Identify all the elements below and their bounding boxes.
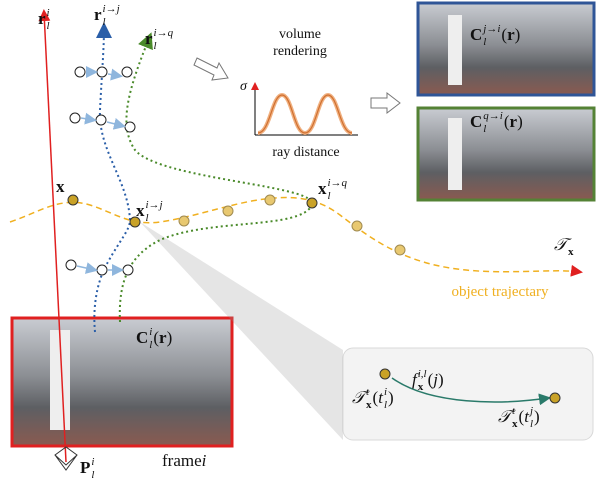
frame-image: [10, 316, 234, 448]
math-label: l: [328, 190, 331, 202]
math-label: t: [366, 386, 370, 398]
math-label: j→i: [481, 23, 500, 35]
math-label: frame: [162, 451, 202, 470]
point: [549, 392, 561, 404]
math-label: (: [428, 370, 434, 389]
trajectory-points: [67, 194, 318, 228]
camera: [54, 446, 78, 471]
axis-label: σ: [240, 79, 248, 94]
density-curve: [257, 92, 353, 136]
math-label: i→j: [103, 3, 120, 15]
math-label: l: [149, 339, 152, 351]
inset-box: [342, 347, 594, 441]
math-label: r: [145, 29, 153, 48]
math-label: (: [519, 407, 525, 426]
math-label: l: [47, 20, 50, 32]
warp-arrows: [76, 66, 126, 276]
math-label: (: [373, 388, 379, 407]
math-label: l: [91, 469, 94, 481]
math-label: q→i: [483, 110, 503, 122]
math-label: l: [530, 418, 533, 430]
flow-arrow: [193, 57, 229, 81]
axis-label: ray distance: [272, 145, 339, 160]
math-label: x: [318, 179, 327, 198]
rendered-image-j: [416, 1, 596, 97]
trajectory-label: object trajectary: [451, 284, 549, 300]
math-label: i→q: [154, 27, 174, 39]
math-label: x: [418, 381, 424, 393]
math-label: r: [507, 25, 515, 44]
math-label: (: [153, 328, 159, 347]
rendered-image-q: [416, 106, 596, 202]
zoom-wedge: [140, 222, 343, 440]
math-label: ): [515, 25, 521, 44]
math-label: i→j: [146, 199, 163, 211]
math-label: l: [103, 16, 106, 28]
density-curve: [257, 94, 353, 134]
math-label: j: [528, 405, 533, 417]
math-label: x: [366, 399, 372, 411]
trajectory: [9, 196, 583, 277]
flow-arrow: [370, 91, 401, 115]
trajectory-points-faded: [178, 194, 406, 256]
math-label: (: [501, 25, 507, 44]
math-label: (: [504, 112, 510, 131]
math-label: i→q: [328, 177, 348, 189]
math-label: x: [56, 177, 65, 196]
math-label: t: [378, 388, 384, 407]
math-label: l: [154, 40, 157, 52]
math-label: l: [483, 36, 486, 48]
math-label: l: [483, 123, 486, 135]
math-label: i: [47, 7, 50, 19]
math-label: P: [80, 458, 90, 477]
math-label: x: [568, 246, 574, 258]
math-label: x: [512, 418, 518, 430]
math-label: l: [384, 399, 387, 411]
math-label: j: [431, 370, 438, 389]
math-label: C: [136, 328, 148, 347]
math-label: r: [38, 9, 46, 28]
math-label: f: [412, 370, 419, 389]
math-label: ): [167, 328, 173, 347]
person: [448, 15, 462, 85]
rendering-label: rendering: [273, 44, 327, 59]
samples: [65, 66, 136, 276]
ray-red: [38, 9, 67, 463]
person: [448, 118, 462, 190]
math-label: i: [202, 451, 207, 470]
math-label: C: [470, 25, 482, 44]
point: [379, 368, 391, 380]
math-label: i: [149, 326, 152, 338]
math-label: i,l: [418, 368, 427, 380]
math-label: i: [91, 456, 94, 468]
math-label: ): [388, 388, 394, 407]
person: [50, 330, 70, 430]
math-label: i: [384, 386, 387, 398]
math-label: r: [94, 5, 102, 24]
math-label: C: [470, 112, 482, 131]
math-label: l: [146, 212, 149, 224]
math-label: ): [517, 112, 523, 131]
math-label: x: [136, 201, 145, 220]
math-label: ): [438, 370, 444, 389]
math-label: t: [512, 405, 516, 417]
motion-arrow: [391, 377, 551, 406]
math-label: t: [524, 407, 530, 426]
math-label: r: [159, 328, 167, 347]
math-label: r: [510, 112, 518, 131]
math-label: ): [534, 407, 540, 426]
rendering-label: volume: [279, 27, 321, 42]
